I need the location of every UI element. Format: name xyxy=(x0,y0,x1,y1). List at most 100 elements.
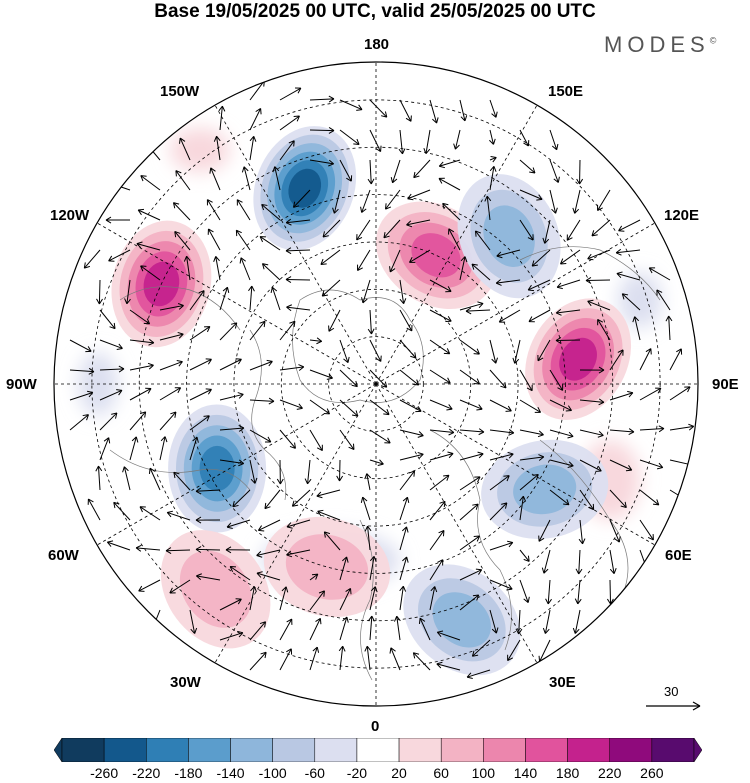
wind-vector xyxy=(339,99,363,111)
wind-vector xyxy=(459,535,480,551)
anomaly-centre xyxy=(160,530,271,649)
wind-vector xyxy=(137,208,161,221)
wind-vector xyxy=(519,579,530,603)
wind-vector xyxy=(489,129,496,145)
wind-vector xyxy=(257,519,281,532)
colorbar-swatch xyxy=(356,737,400,763)
wind-vector xyxy=(489,166,497,191)
wind-vector xyxy=(519,159,536,174)
wind-vector xyxy=(369,339,382,362)
wind-vector xyxy=(665,315,673,341)
wind-vector xyxy=(339,159,353,182)
wind-vector xyxy=(429,500,446,521)
wind-vector xyxy=(459,339,480,355)
wind-vector xyxy=(367,309,375,335)
wind-vector xyxy=(138,579,161,592)
wind-vector xyxy=(226,519,251,529)
wind-vector xyxy=(639,489,660,506)
vector-scale-label: 30 xyxy=(664,684,679,699)
wind-vector xyxy=(429,399,453,411)
graticule-layer xyxy=(54,62,698,706)
wind-vector xyxy=(484,195,492,221)
wind-vector xyxy=(87,498,101,521)
wind-vector xyxy=(322,219,341,238)
wind-vector xyxy=(549,189,558,214)
wind-vector xyxy=(189,609,198,634)
wind-vector xyxy=(219,322,238,341)
wind-vector xyxy=(489,99,498,118)
wind-vector xyxy=(384,189,401,210)
colorbar-tick-label: -260 xyxy=(90,765,119,781)
wind-vector xyxy=(323,531,341,551)
coastline xyxy=(519,246,661,301)
wind-vector xyxy=(413,159,431,179)
wind-vector xyxy=(279,648,293,671)
wind-vector xyxy=(549,399,572,412)
wind-vector xyxy=(279,399,303,410)
wind-vector xyxy=(656,289,671,311)
wind-vector xyxy=(549,429,574,439)
wind-vector xyxy=(609,489,627,509)
colorbar-swatch xyxy=(609,737,653,763)
wind-vector xyxy=(597,318,611,341)
wind-vector xyxy=(669,423,695,431)
wind-vector xyxy=(459,399,483,411)
wind-vector xyxy=(489,399,512,412)
wind-vector xyxy=(556,279,581,290)
colorbar-swatch xyxy=(314,737,358,763)
coastline-layer xyxy=(109,246,661,681)
wind-vector xyxy=(399,99,412,122)
wind-vector xyxy=(165,547,191,555)
wind-vector xyxy=(108,249,131,262)
wind-vector xyxy=(213,256,221,281)
wind-vector xyxy=(279,320,296,341)
wind-vector xyxy=(412,652,431,671)
wind-vector xyxy=(249,586,257,611)
wind-vector xyxy=(587,249,611,261)
wind-vector xyxy=(124,279,131,305)
wind-vector xyxy=(339,588,352,611)
wind-vector xyxy=(320,249,341,266)
wind-vector xyxy=(339,556,349,581)
wind-vector xyxy=(399,585,407,611)
wind-vector xyxy=(399,452,424,461)
wind-vector xyxy=(406,219,431,228)
anomaly-contour-fill xyxy=(199,445,235,492)
wind-vector xyxy=(248,285,255,311)
colorbar-swatch xyxy=(146,737,189,763)
latitude-circle xyxy=(186,194,566,574)
wind-vector xyxy=(585,276,611,284)
wind-vector xyxy=(597,189,611,211)
wind-vector xyxy=(621,293,641,311)
colorbar-tick-label: 180 xyxy=(555,765,580,781)
brand-mark: © xyxy=(709,35,717,46)
wind-vector xyxy=(459,99,468,122)
wind-vector xyxy=(528,309,551,323)
wind-vector xyxy=(360,189,371,213)
colorbar-swatch xyxy=(483,737,526,763)
wind-vector xyxy=(648,267,671,281)
wind-vector xyxy=(339,129,360,146)
wind-vector xyxy=(572,609,581,634)
wind-vector xyxy=(429,99,439,124)
colorbar-tick-label: -100 xyxy=(258,765,287,781)
wind-vector xyxy=(399,526,409,551)
colorbar-tick-label: 260 xyxy=(640,765,664,781)
wind-vector xyxy=(489,339,498,364)
wind-vector xyxy=(129,411,147,431)
wind-vector xyxy=(429,309,452,323)
wind-vector xyxy=(390,159,401,184)
wind-vector xyxy=(639,459,664,470)
wind-vector xyxy=(189,415,210,431)
lon-label-90e: 90E xyxy=(712,376,739,393)
wind-vector xyxy=(519,549,530,562)
wind-vector xyxy=(206,199,221,221)
wind-vector xyxy=(189,388,212,401)
wind-vector xyxy=(135,544,161,552)
wind-vector xyxy=(122,466,131,491)
colorbar-swatch xyxy=(440,737,484,763)
wind-vector xyxy=(438,177,461,191)
wind-vector xyxy=(436,661,461,671)
wind-vector xyxy=(338,645,346,671)
